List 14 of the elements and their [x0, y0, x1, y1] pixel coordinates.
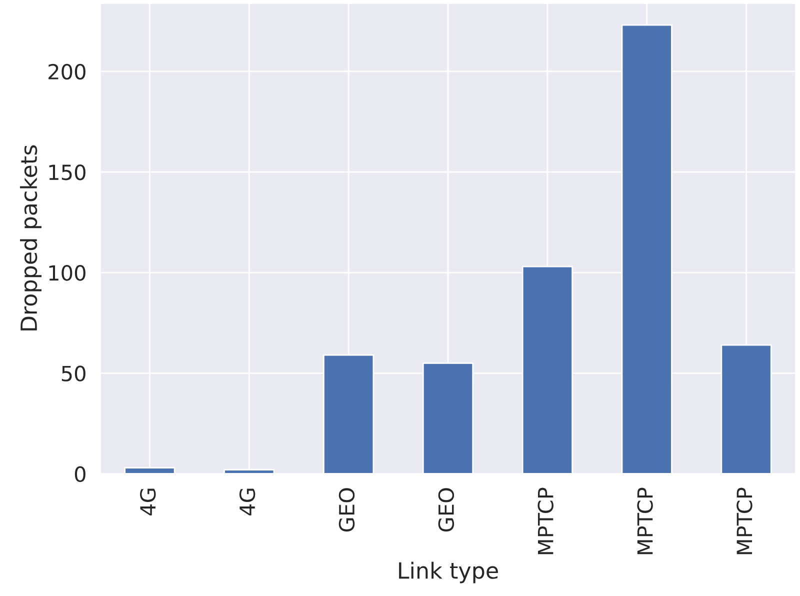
y-tick-label: 0 — [74, 466, 86, 482]
x-tick-label: MPTCP — [736, 488, 752, 554]
y-tick-label: 100 — [49, 265, 86, 281]
y-tick-label: 150 — [49, 164, 86, 180]
x-axis-title: Link type — [399, 562, 498, 584]
x-tick-label: 4G — [140, 488, 156, 516]
x-tick-label: GEO — [438, 488, 454, 532]
x-tick-label: GEO — [338, 488, 355, 532]
y-tick-label: 50 — [62, 366, 86, 382]
y-tick-label: 200 — [48, 64, 86, 80]
y-axis-title: Dropped packets — [20, 145, 42, 330]
x-tick-label: MPTCP — [538, 488, 554, 554]
x-tick-label: MPTCP — [637, 488, 653, 554]
x-tick-label: 4G — [239, 488, 256, 516]
